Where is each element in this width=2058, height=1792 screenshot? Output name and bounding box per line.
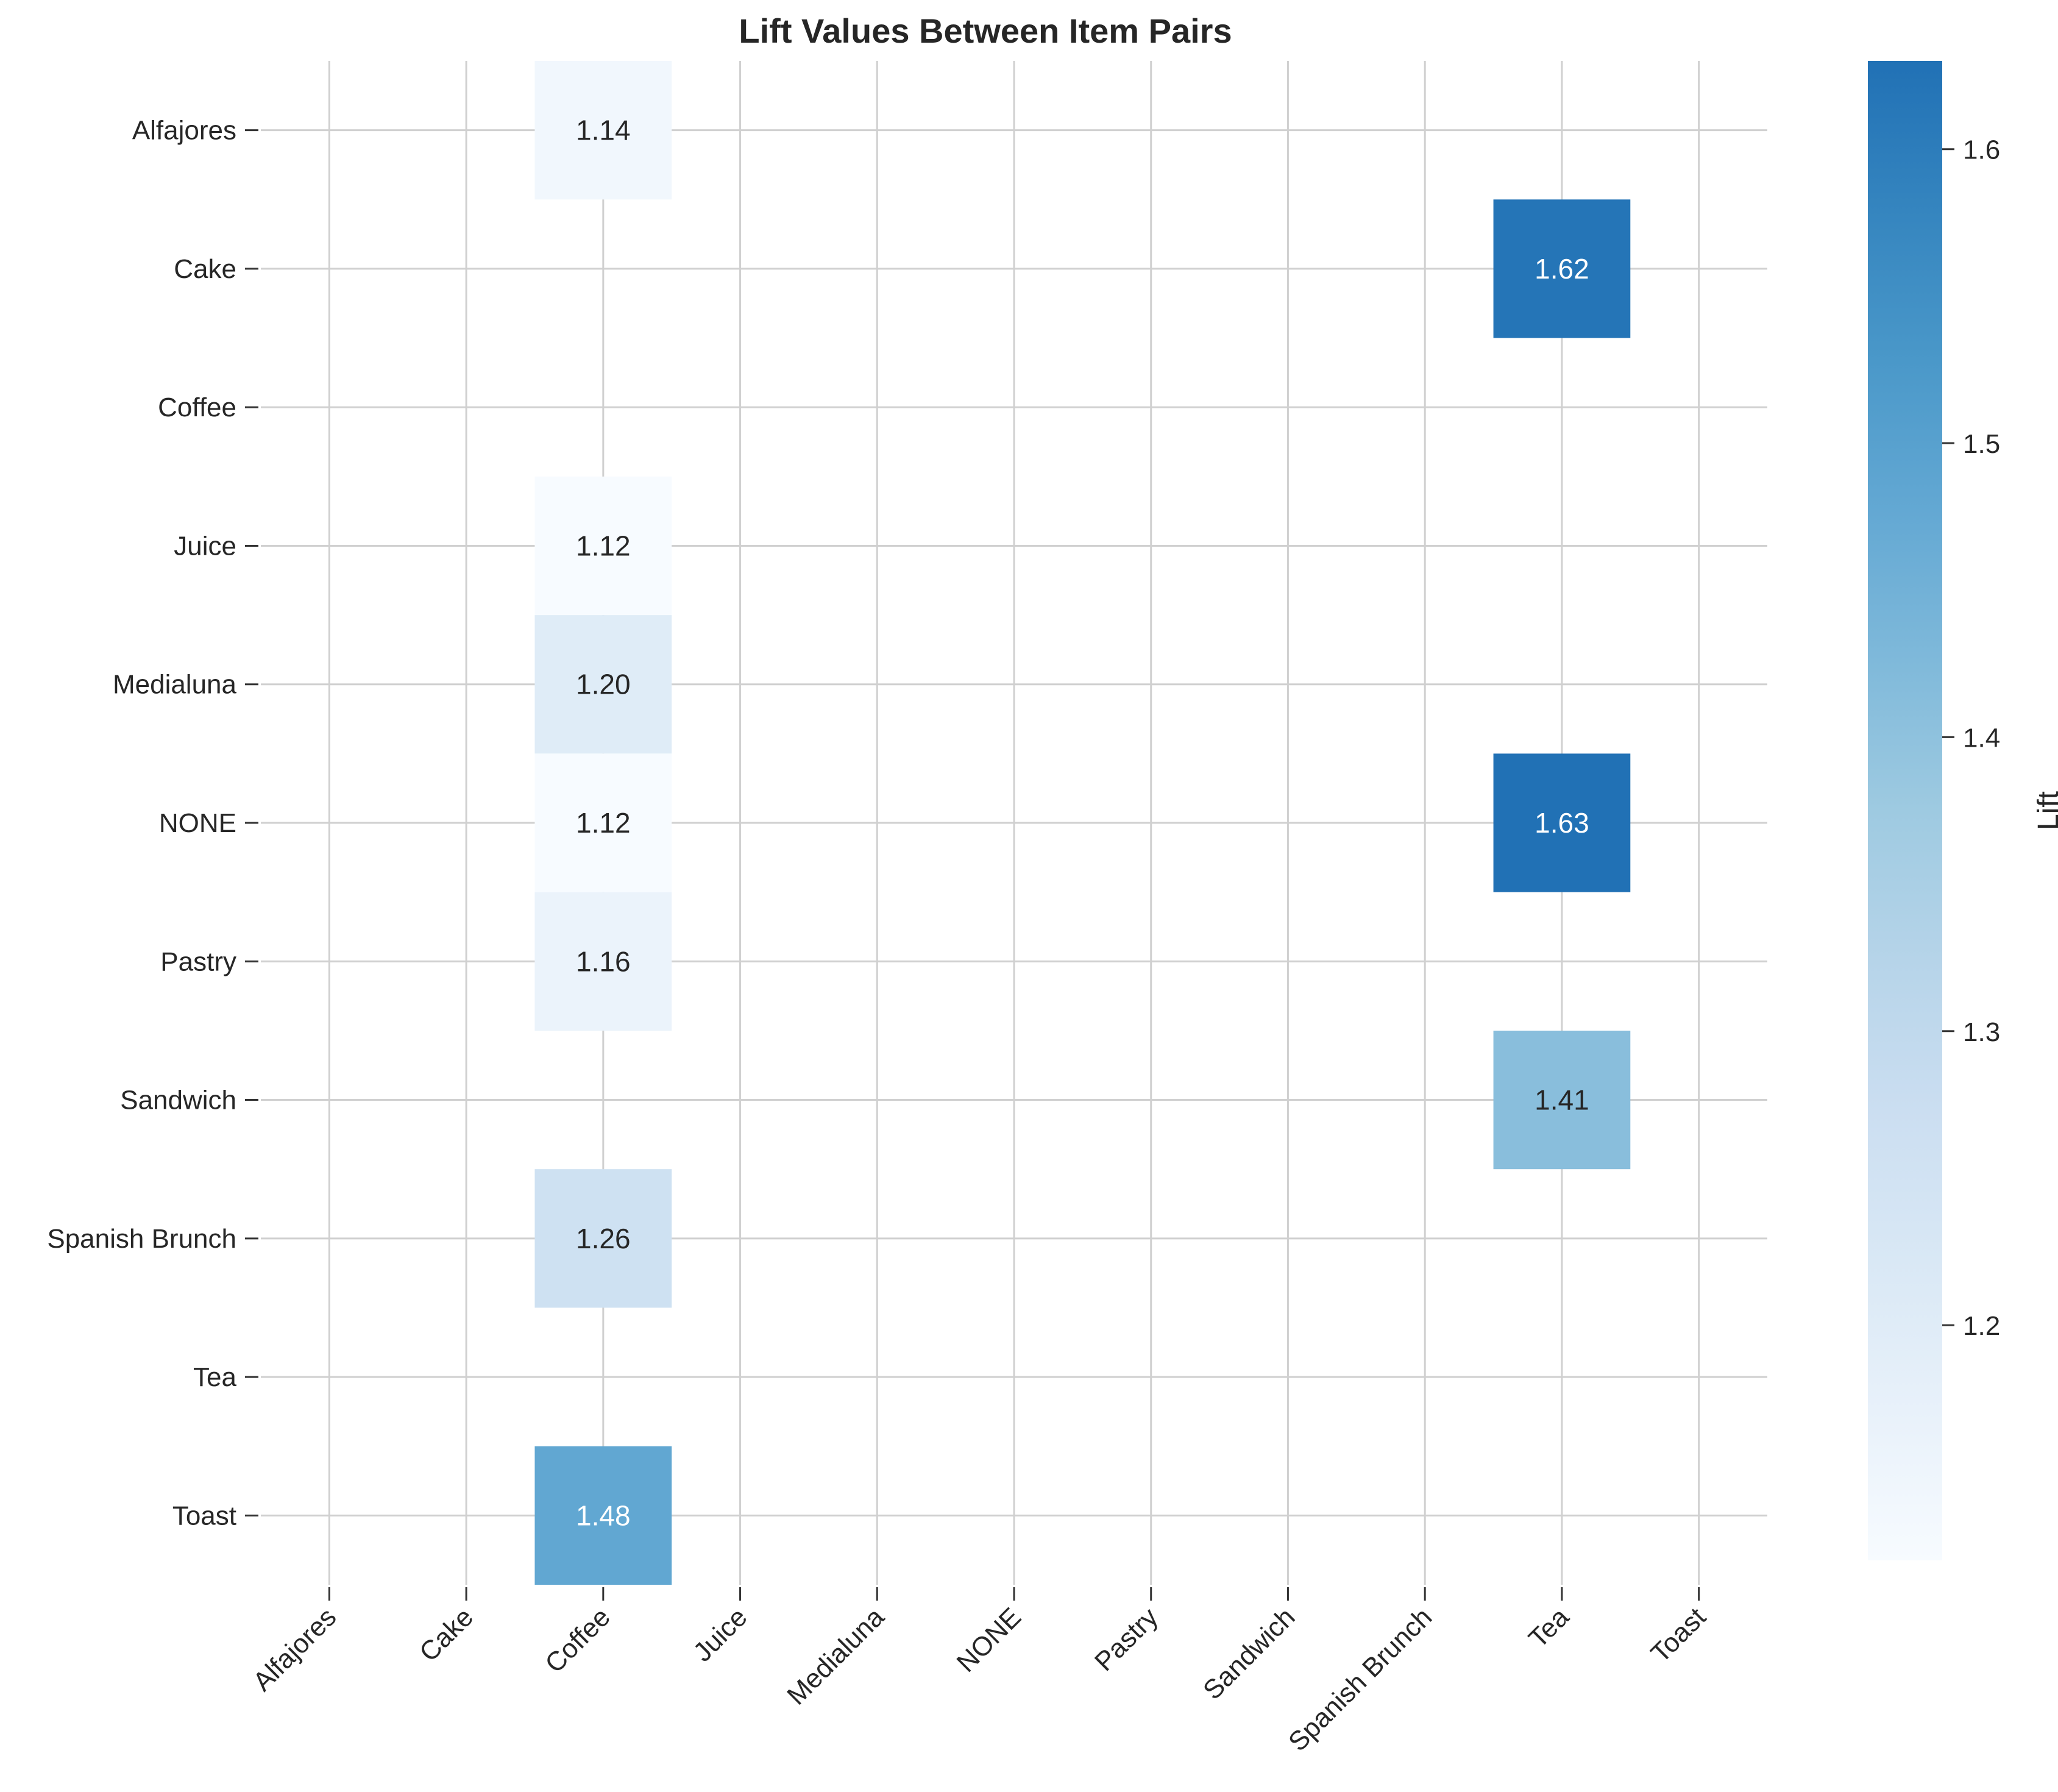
cell-value-label: 1.48 bbox=[576, 1499, 631, 1531]
y-tick-label: Juice bbox=[174, 531, 236, 561]
colorbar-gradient bbox=[1868, 61, 1942, 1560]
heatmap-cell bbox=[1493, 199, 1631, 338]
x-tick-label: NONE bbox=[951, 1602, 1027, 1678]
cell-value-label: 1.20 bbox=[576, 669, 631, 700]
cell-value-label: 1.12 bbox=[576, 530, 631, 561]
y-tick-label: Sandwich bbox=[120, 1086, 236, 1115]
heatmap-cell bbox=[534, 476, 672, 616]
y-tick-label: Pastry bbox=[160, 947, 236, 976]
x-tick-label: Juice bbox=[687, 1602, 753, 1667]
x-tick-label: Spanish Brunch bbox=[1283, 1602, 1438, 1757]
x-tick-label: Coffee bbox=[539, 1602, 616, 1679]
x-tick-label: Sandwich bbox=[1198, 1602, 1301, 1705]
x-tick-label: Alfajores bbox=[247, 1602, 342, 1697]
chart-title: Lift Values Between Item Pairs bbox=[739, 12, 1232, 50]
y-tick-label: Spanish Brunch bbox=[47, 1224, 236, 1254]
heatmap-cell bbox=[1493, 1030, 1631, 1170]
x-tick-label: Pastry bbox=[1089, 1602, 1164, 1677]
y-tick-label: Tea bbox=[193, 1362, 236, 1392]
x-tick-label: Tea bbox=[1523, 1602, 1575, 1654]
y-tick-label: Alfajores bbox=[132, 116, 236, 146]
cell-value-label: 1.62 bbox=[1535, 253, 1589, 285]
cell-value-label: 1.63 bbox=[1535, 807, 1589, 839]
heatmap-cell bbox=[534, 1169, 672, 1308]
y-tick-label: NONE bbox=[159, 808, 236, 838]
cell-layer: 1.14 1.62 1.12 1.20 1.12 1.63 1.16 1.41 1.26 1.48 bbox=[534, 61, 1631, 1585]
colorbar-tick-label: 1.5 bbox=[1963, 429, 2000, 459]
colorbar-tick-label: 1.4 bbox=[1963, 723, 2000, 753]
cell-value-label: 1.26 bbox=[576, 1223, 631, 1254]
colorbar-tick-label: 1.3 bbox=[1963, 1017, 2000, 1047]
cell-value-label: 1.41 bbox=[1535, 1084, 1589, 1116]
y-tick-label: Medialuna bbox=[113, 670, 237, 700]
cell-value-label: 1.14 bbox=[576, 115, 631, 146]
cell-value-label: 1.12 bbox=[576, 807, 631, 839]
colorbar: Lift 1.2 1.3 1.4 1.5 1.6 bbox=[1868, 61, 2058, 1560]
y-tick-label: Toast bbox=[172, 1501, 236, 1531]
y-tick-label: Coffee bbox=[158, 393, 236, 422]
y-tick-label: Cake bbox=[174, 254, 236, 284]
heatmap-cell bbox=[534, 61, 672, 200]
colorbar-label: Lift bbox=[2032, 791, 2058, 830]
axis-layer: Alfajores Cake Coffee Juice Medialuna NONE Pas… bbox=[47, 116, 1711, 1757]
colorbar-tick-label: 1.2 bbox=[1963, 1311, 2000, 1341]
heatmap-cell bbox=[534, 892, 672, 1031]
heatmap-cell bbox=[534, 615, 672, 754]
x-tick-label: Medialuna bbox=[781, 1602, 890, 1711]
heatmap-cell bbox=[534, 1446, 672, 1585]
x-tick-label: Toast bbox=[1645, 1602, 1712, 1668]
heatmap-cell bbox=[534, 753, 672, 892]
cell-value-label: 1.16 bbox=[576, 945, 631, 977]
x-tick-label: Cake bbox=[414, 1602, 479, 1667]
heatmap-cell bbox=[1493, 753, 1631, 892]
colorbar-tick-label: 1.6 bbox=[1963, 135, 2000, 165]
